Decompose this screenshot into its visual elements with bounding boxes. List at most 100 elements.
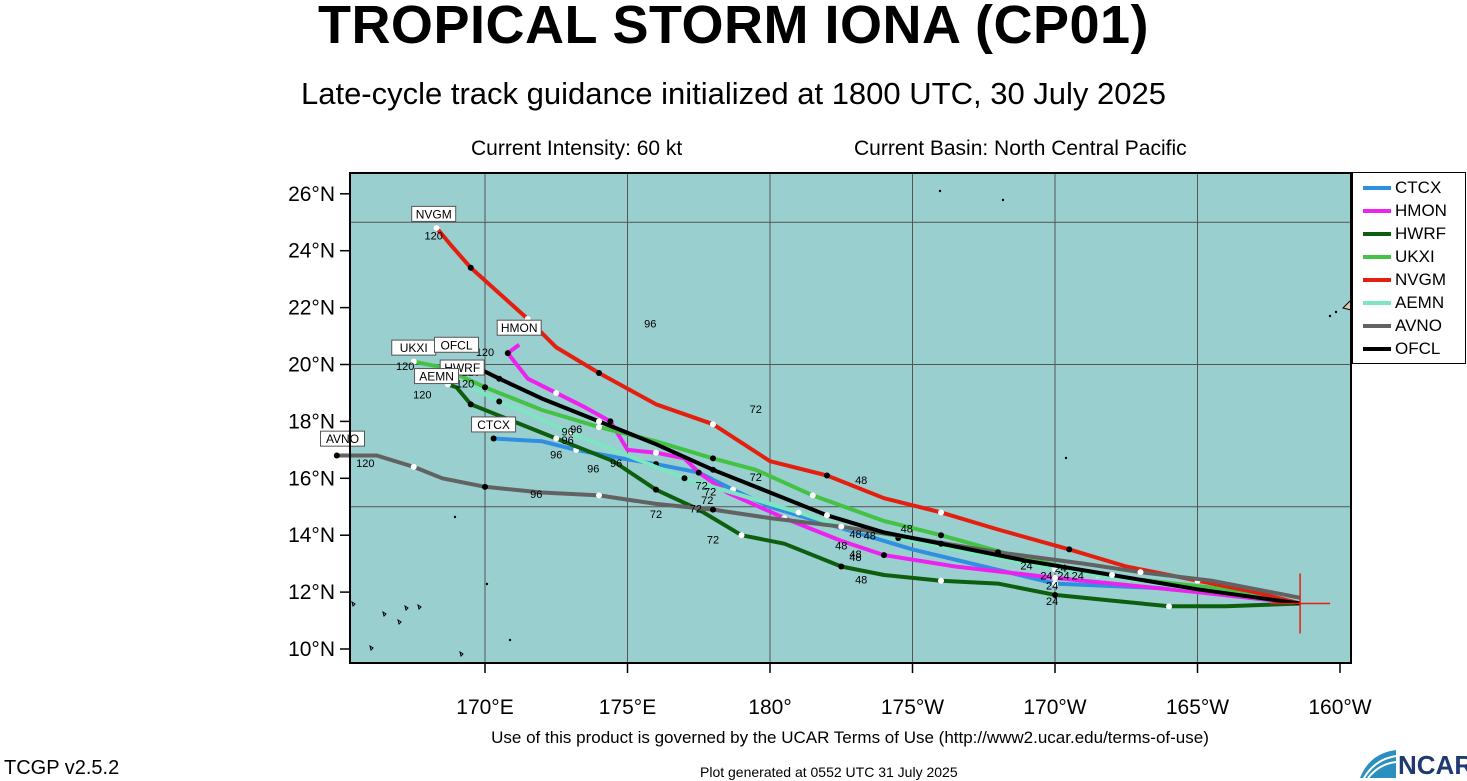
- track-point: [596, 424, 602, 431]
- track-point: [710, 506, 716, 513]
- legend-item-ctcx: CTCX: [1363, 177, 1441, 199]
- legend-item-hwrf: HWRF: [1363, 223, 1446, 245]
- forecast-hour-label: 96: [562, 435, 574, 447]
- track-point: [567, 429, 574, 436]
- legend-swatch: [1363, 324, 1391, 328]
- ncar-swoosh-icon: [1360, 750, 1397, 779]
- tag-box: [434, 336, 479, 353]
- legend-label: UKXI: [1395, 247, 1435, 266]
- track-point: [433, 224, 440, 231]
- storm-center-marker: [1270, 573, 1331, 634]
- lat-label: 22°N: [288, 297, 335, 320]
- map-subtitle: Late-cycle track guidance initialized at…: [300, 76, 1167, 111]
- forecast-hour-label: 96: [587, 464, 599, 476]
- forecast-hour-label: 72: [750, 404, 762, 416]
- current-basin: Current Basin: North Central Pacific: [854, 137, 1187, 160]
- track-aemn: [469, 385, 1301, 606]
- legend-swatch: [1363, 186, 1391, 190]
- forecast-hour-label: 96: [644, 319, 656, 331]
- track-point: [1166, 603, 1172, 610]
- forecast-hour-label: 48: [855, 575, 867, 587]
- tag-text: CTCX: [477, 418, 510, 432]
- tag-text: HMON: [501, 321, 538, 335]
- lat-label: 18°N: [288, 410, 335, 433]
- track-point: [710, 455, 716, 462]
- track-nvgm: [435, 226, 1301, 606]
- tag-text: UKXI: [400, 341, 428, 355]
- model-tracks: [333, 224, 1301, 610]
- lon-label: 170°E: [456, 696, 513, 719]
- lon-label: 175°W: [881, 696, 944, 719]
- island-dot: [508, 638, 512, 642]
- legend-label: NVGM: [1395, 270, 1446, 289]
- lat-label: 24°N: [288, 240, 335, 263]
- track-point: [1052, 591, 1058, 598]
- track-point: [881, 552, 887, 559]
- forecast-hour-label: 24: [1040, 570, 1052, 582]
- track-point: [695, 469, 702, 476]
- tag-text: AEMN: [419, 370, 454, 384]
- track-ofcl: [469, 362, 1301, 606]
- track-point: [1109, 572, 1115, 579]
- end-tag-aemn: AEMN: [414, 368, 460, 385]
- legend-item-aemn: AEMN: [1363, 292, 1444, 314]
- island-outline: [397, 618, 402, 625]
- track-point: [1066, 546, 1073, 553]
- forecast-hour-label: 48: [849, 549, 861, 561]
- forecast-hour-label: 96: [530, 489, 542, 501]
- tag-box: [320, 430, 365, 447]
- track-point: [607, 418, 614, 425]
- generated-timestamp: Plot generated at 0552 UTC 31 July 2025: [700, 764, 958, 780]
- track-point: [738, 532, 745, 539]
- lat-label: 14°N: [288, 524, 335, 547]
- track-point: [482, 483, 488, 490]
- forecast-hour-label: 120: [425, 230, 443, 242]
- track-point: [553, 389, 560, 396]
- forecast-hour-label: 72: [690, 503, 702, 515]
- track-point: [653, 486, 659, 493]
- tag-text: NVGM: [416, 207, 452, 221]
- legend-swatch: [1363, 209, 1391, 213]
- track-point: [1052, 566, 1058, 573]
- end-tag-avno: AVNO: [320, 430, 365, 447]
- lat-label: 20°N: [288, 354, 335, 377]
- legend-label: HMON: [1395, 201, 1447, 220]
- track-point: [504, 350, 511, 357]
- forecast-hour-label: 120: [476, 347, 494, 359]
- legend-item-hmon: HMON: [1363, 200, 1447, 222]
- tag-text: AVNO: [326, 432, 359, 446]
- forecast-hour-label: 96: [570, 424, 582, 436]
- track-point: [1137, 569, 1144, 576]
- track-point: [710, 466, 716, 473]
- model-legend: CTCX HMON HWRF UKXI NVGM AEMN AVNO OFCL: [1352, 172, 1466, 364]
- forecast-hour-label: 72: [701, 495, 713, 507]
- lon-label: 180°: [748, 696, 791, 719]
- track-point: [596, 418, 602, 425]
- track-point: [938, 509, 944, 516]
- end-tag-ofcl: OFCL: [434, 336, 479, 353]
- tag-box: [414, 368, 460, 385]
- tag-box: [471, 416, 517, 433]
- version-label: TCGP v2.5.2: [4, 757, 120, 779]
- legend-swatch: [1363, 278, 1391, 282]
- legend-swatch: [1363, 301, 1391, 305]
- forecast-hour-label: 120: [456, 378, 474, 390]
- track-point: [467, 401, 474, 408]
- island-outline: [417, 603, 422, 610]
- ocean-area: [350, 173, 1351, 663]
- forecast-hour-label: 120: [413, 390, 431, 402]
- track-point: [838, 563, 845, 570]
- forecast-hour-label: 96: [550, 449, 562, 461]
- end-tag-ctcx: CTCX: [471, 416, 517, 433]
- legend-item-avno: AVNO: [1363, 315, 1442, 337]
- lon-label: 175°E: [599, 696, 656, 719]
- track-point: [938, 540, 944, 547]
- track-point: [710, 421, 716, 428]
- island-dot: [453, 515, 457, 519]
- forecast-hour-label: 48: [864, 530, 876, 542]
- track-point: [809, 492, 816, 499]
- track-point: [838, 523, 845, 530]
- lat-label: 16°N: [288, 467, 335, 490]
- forecast-hour-label: 72: [707, 535, 719, 547]
